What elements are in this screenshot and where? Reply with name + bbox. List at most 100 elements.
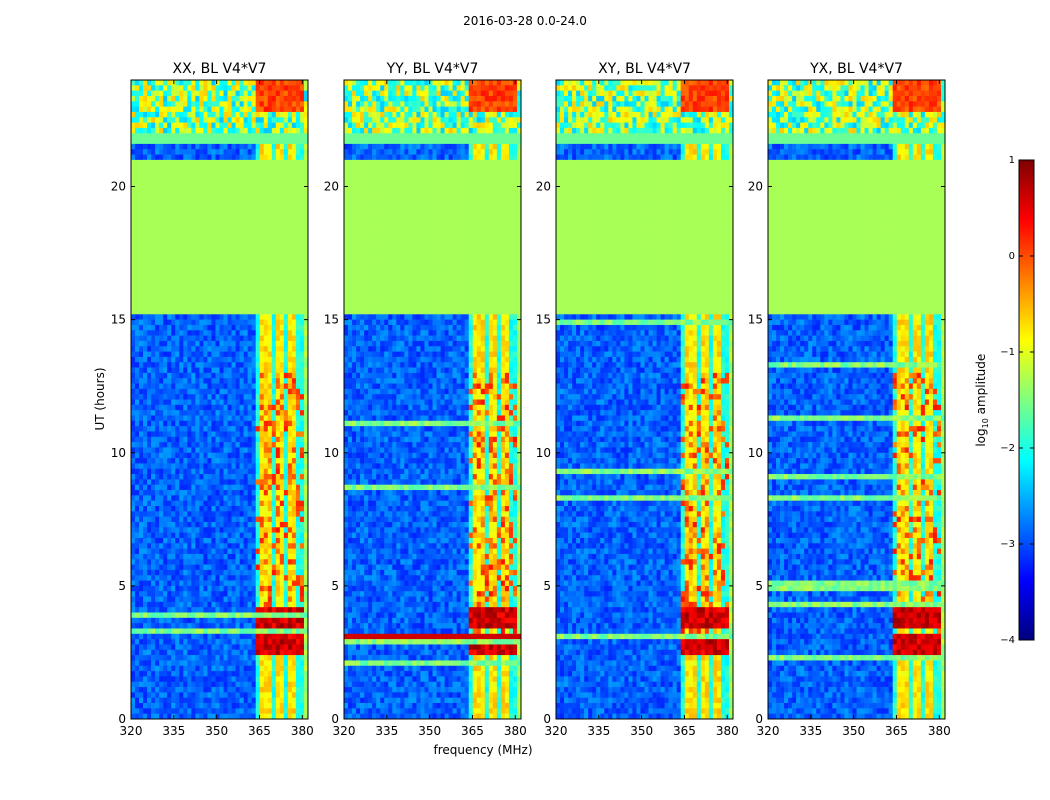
heatmap-cell — [239, 436, 244, 443]
heatmap-cell — [191, 617, 196, 624]
heatmap-cell — [151, 122, 156, 129]
heatmap-cell — [131, 271, 136, 278]
heatmap-cell — [159, 122, 164, 129]
heatmap-cell — [247, 458, 252, 464]
heatmap-cell — [187, 186, 192, 193]
heatmap-cell — [295, 80, 301, 86]
heatmap-cell — [215, 532, 220, 539]
heatmap-cell — [167, 394, 172, 400]
heatmap-cell — [211, 351, 216, 358]
heatmap-cell — [143, 442, 148, 448]
heatmap-cell — [195, 607, 200, 613]
heatmap-cell — [255, 548, 261, 555]
heatmap-cell — [131, 521, 136, 528]
heatmap-cell — [195, 287, 200, 294]
heatmap-cell — [175, 660, 180, 667]
heatmap-cell — [219, 207, 224, 214]
heatmap-cell — [175, 484, 180, 491]
heatmap-cell — [167, 639, 172, 645]
heatmap-cell — [143, 138, 148, 145]
heatmap-cell — [219, 644, 224, 651]
heatmap-cell — [151, 484, 156, 491]
heatmap-cell — [251, 111, 256, 118]
heatmap-cell — [135, 303, 140, 310]
heatmap-cell — [207, 495, 212, 501]
heatmap-cell — [187, 612, 192, 619]
heatmap-cell — [171, 271, 176, 278]
heatmap-cell — [147, 665, 152, 672]
heatmap-cell — [231, 191, 236, 198]
heatmap-cell — [187, 159, 192, 166]
heatmap-cell — [175, 106, 180, 113]
heatmap-cell — [227, 101, 232, 107]
heatmap-cell — [203, 207, 208, 214]
heatmap-cell — [219, 601, 224, 608]
heatmap-cell — [215, 506, 220, 512]
heatmap-cell — [267, 420, 273, 427]
heatmap-cell — [171, 532, 176, 539]
heatmap-cell — [279, 623, 285, 629]
heatmap-cell — [227, 527, 232, 533]
heatmap-cell — [171, 223, 176, 230]
heatmap-cell — [199, 543, 204, 549]
heatmap-cell — [223, 143, 228, 150]
heatmap-cell — [235, 340, 240, 347]
heatmap-cell — [139, 191, 144, 198]
heatmap-cell — [159, 399, 164, 406]
heatmap-cell — [283, 133, 289, 139]
heatmap-cell — [287, 191, 293, 198]
heatmap-cell — [135, 516, 140, 523]
heatmap-cell — [187, 420, 192, 427]
heatmap-cell — [283, 202, 289, 209]
heatmap-cell — [259, 362, 265, 368]
heatmap-cell — [215, 122, 220, 129]
heatmap-cell — [131, 553, 136, 560]
heatmap-cell — [139, 585, 144, 592]
heatmap-cell — [303, 484, 309, 491]
heatmap-cell — [283, 495, 289, 501]
heatmap-cell — [215, 80, 220, 86]
heatmap-cell — [195, 681, 200, 688]
heatmap-cell — [247, 90, 252, 97]
heatmap-cell — [251, 207, 256, 214]
heatmap-cell — [179, 468, 184, 475]
heatmap-cell — [267, 655, 273, 661]
heatmap-cell — [287, 628, 293, 635]
heatmap-cell — [239, 255, 244, 262]
heatmap-cell — [279, 90, 285, 97]
heatmap-cell — [239, 351, 244, 358]
heatmap-cell — [287, 399, 293, 406]
heatmap-cell — [195, 671, 200, 677]
heatmap-cell — [167, 250, 172, 257]
heatmap-cell — [159, 410, 164, 416]
heatmap-cell — [151, 415, 156, 422]
heatmap-cell — [199, 612, 204, 619]
heatmap-cell — [187, 500, 192, 507]
heatmap-cell — [303, 452, 309, 459]
heatmap-cell — [211, 394, 216, 400]
heatmap-cell — [239, 431, 244, 438]
heatmap-cell — [215, 261, 220, 267]
heatmap-cell — [151, 356, 156, 363]
heatmap-cell — [155, 261, 160, 267]
heatmap-cell — [139, 623, 144, 629]
heatmap-cell — [267, 335, 273, 342]
heatmap-cell — [275, 420, 281, 427]
heatmap-cell — [267, 596, 273, 603]
heatmap-cell — [299, 388, 305, 395]
heatmap-cell — [223, 223, 228, 230]
heatmap-cell — [179, 351, 184, 358]
heatmap-cell — [143, 90, 148, 97]
heatmap-cell — [183, 293, 188, 299]
heatmap-cell — [223, 245, 228, 251]
heatmap-cell — [215, 628, 220, 635]
heatmap-cell — [187, 133, 192, 139]
heatmap-cell — [191, 655, 196, 661]
heatmap-cell — [227, 548, 232, 555]
heatmap-cell — [279, 452, 285, 459]
heatmap-cell — [247, 298, 252, 304]
heatmap-cell — [303, 548, 309, 555]
heatmap-cell — [147, 681, 152, 688]
heatmap-cell — [267, 362, 273, 368]
heatmap-cell — [159, 474, 164, 480]
